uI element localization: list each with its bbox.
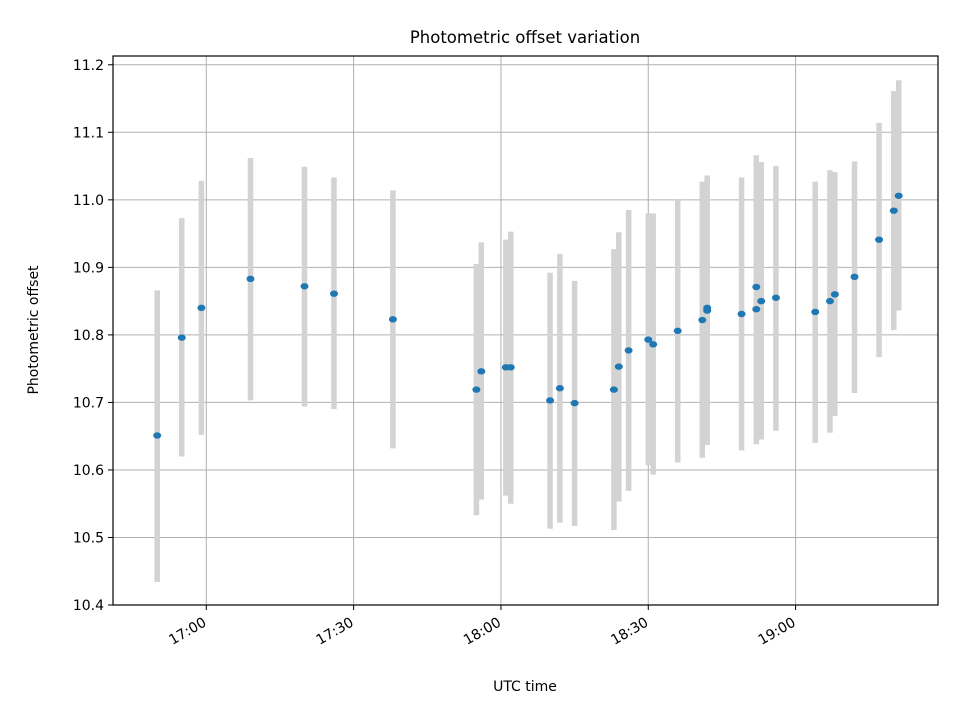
- data-point: [875, 236, 884, 243]
- data-point: [673, 327, 682, 335]
- data-point: [830, 291, 839, 298]
- data-point: [894, 192, 903, 199]
- plot-frame: [112, 55, 939, 606]
- data-point: [246, 275, 255, 283]
- data-point: [609, 386, 618, 393]
- data-point: [703, 307, 712, 314]
- data-point: [698, 316, 707, 324]
- data-point: [300, 283, 309, 290]
- data-point: [506, 364, 515, 371]
- y-tick-label: 10.7: [73, 395, 104, 411]
- data-point: [153, 432, 162, 439]
- data-point: [614, 363, 623, 370]
- data-point: [197, 304, 206, 312]
- y-axis-ticks: 10.4 10.5 10.6 10.7 10.8 10.9 11.0 11.1 11.2: [73, 58, 113, 614]
- data-point: [546, 397, 555, 404]
- data-point: [624, 347, 633, 354]
- data-point: [388, 316, 397, 323]
- data-point: [555, 385, 564, 392]
- x-axis-label: UTC time: [493, 679, 557, 695]
- y-tick-label: 11.1: [73, 125, 104, 141]
- y-tick-label: 10.4: [73, 598, 104, 614]
- data-point: [752, 306, 761, 313]
- data-point: [771, 294, 780, 301]
- data-point: [570, 399, 579, 407]
- y-tick-label: 10.5: [73, 530, 104, 546]
- data-point: [889, 207, 898, 214]
- y-tick-label: 11.2: [73, 58, 104, 74]
- data-point: [811, 308, 820, 316]
- grid-lines: [113, 56, 938, 606]
- data-point: [329, 290, 338, 297]
- y-tick-label: 10.8: [73, 328, 104, 344]
- data-point: [850, 273, 859, 281]
- data-point: [472, 386, 481, 393]
- data-point: [477, 368, 486, 375]
- data-point: [644, 336, 653, 343]
- data-point: [757, 297, 766, 305]
- y-tick-label: 10.9: [73, 260, 104, 276]
- data-point: [825, 297, 834, 305]
- data-points: [153, 192, 903, 439]
- data-point: [649, 341, 658, 348]
- data-point: [177, 334, 186, 341]
- data-point: [752, 283, 761, 291]
- data-point: [737, 310, 746, 318]
- y-tick-label: 11.0: [73, 193, 104, 209]
- y-tick-label: 10.6: [73, 463, 104, 479]
- y-axis-label: Photometric offset: [26, 265, 42, 395]
- chart-title: Photometric offset variation: [410, 28, 640, 47]
